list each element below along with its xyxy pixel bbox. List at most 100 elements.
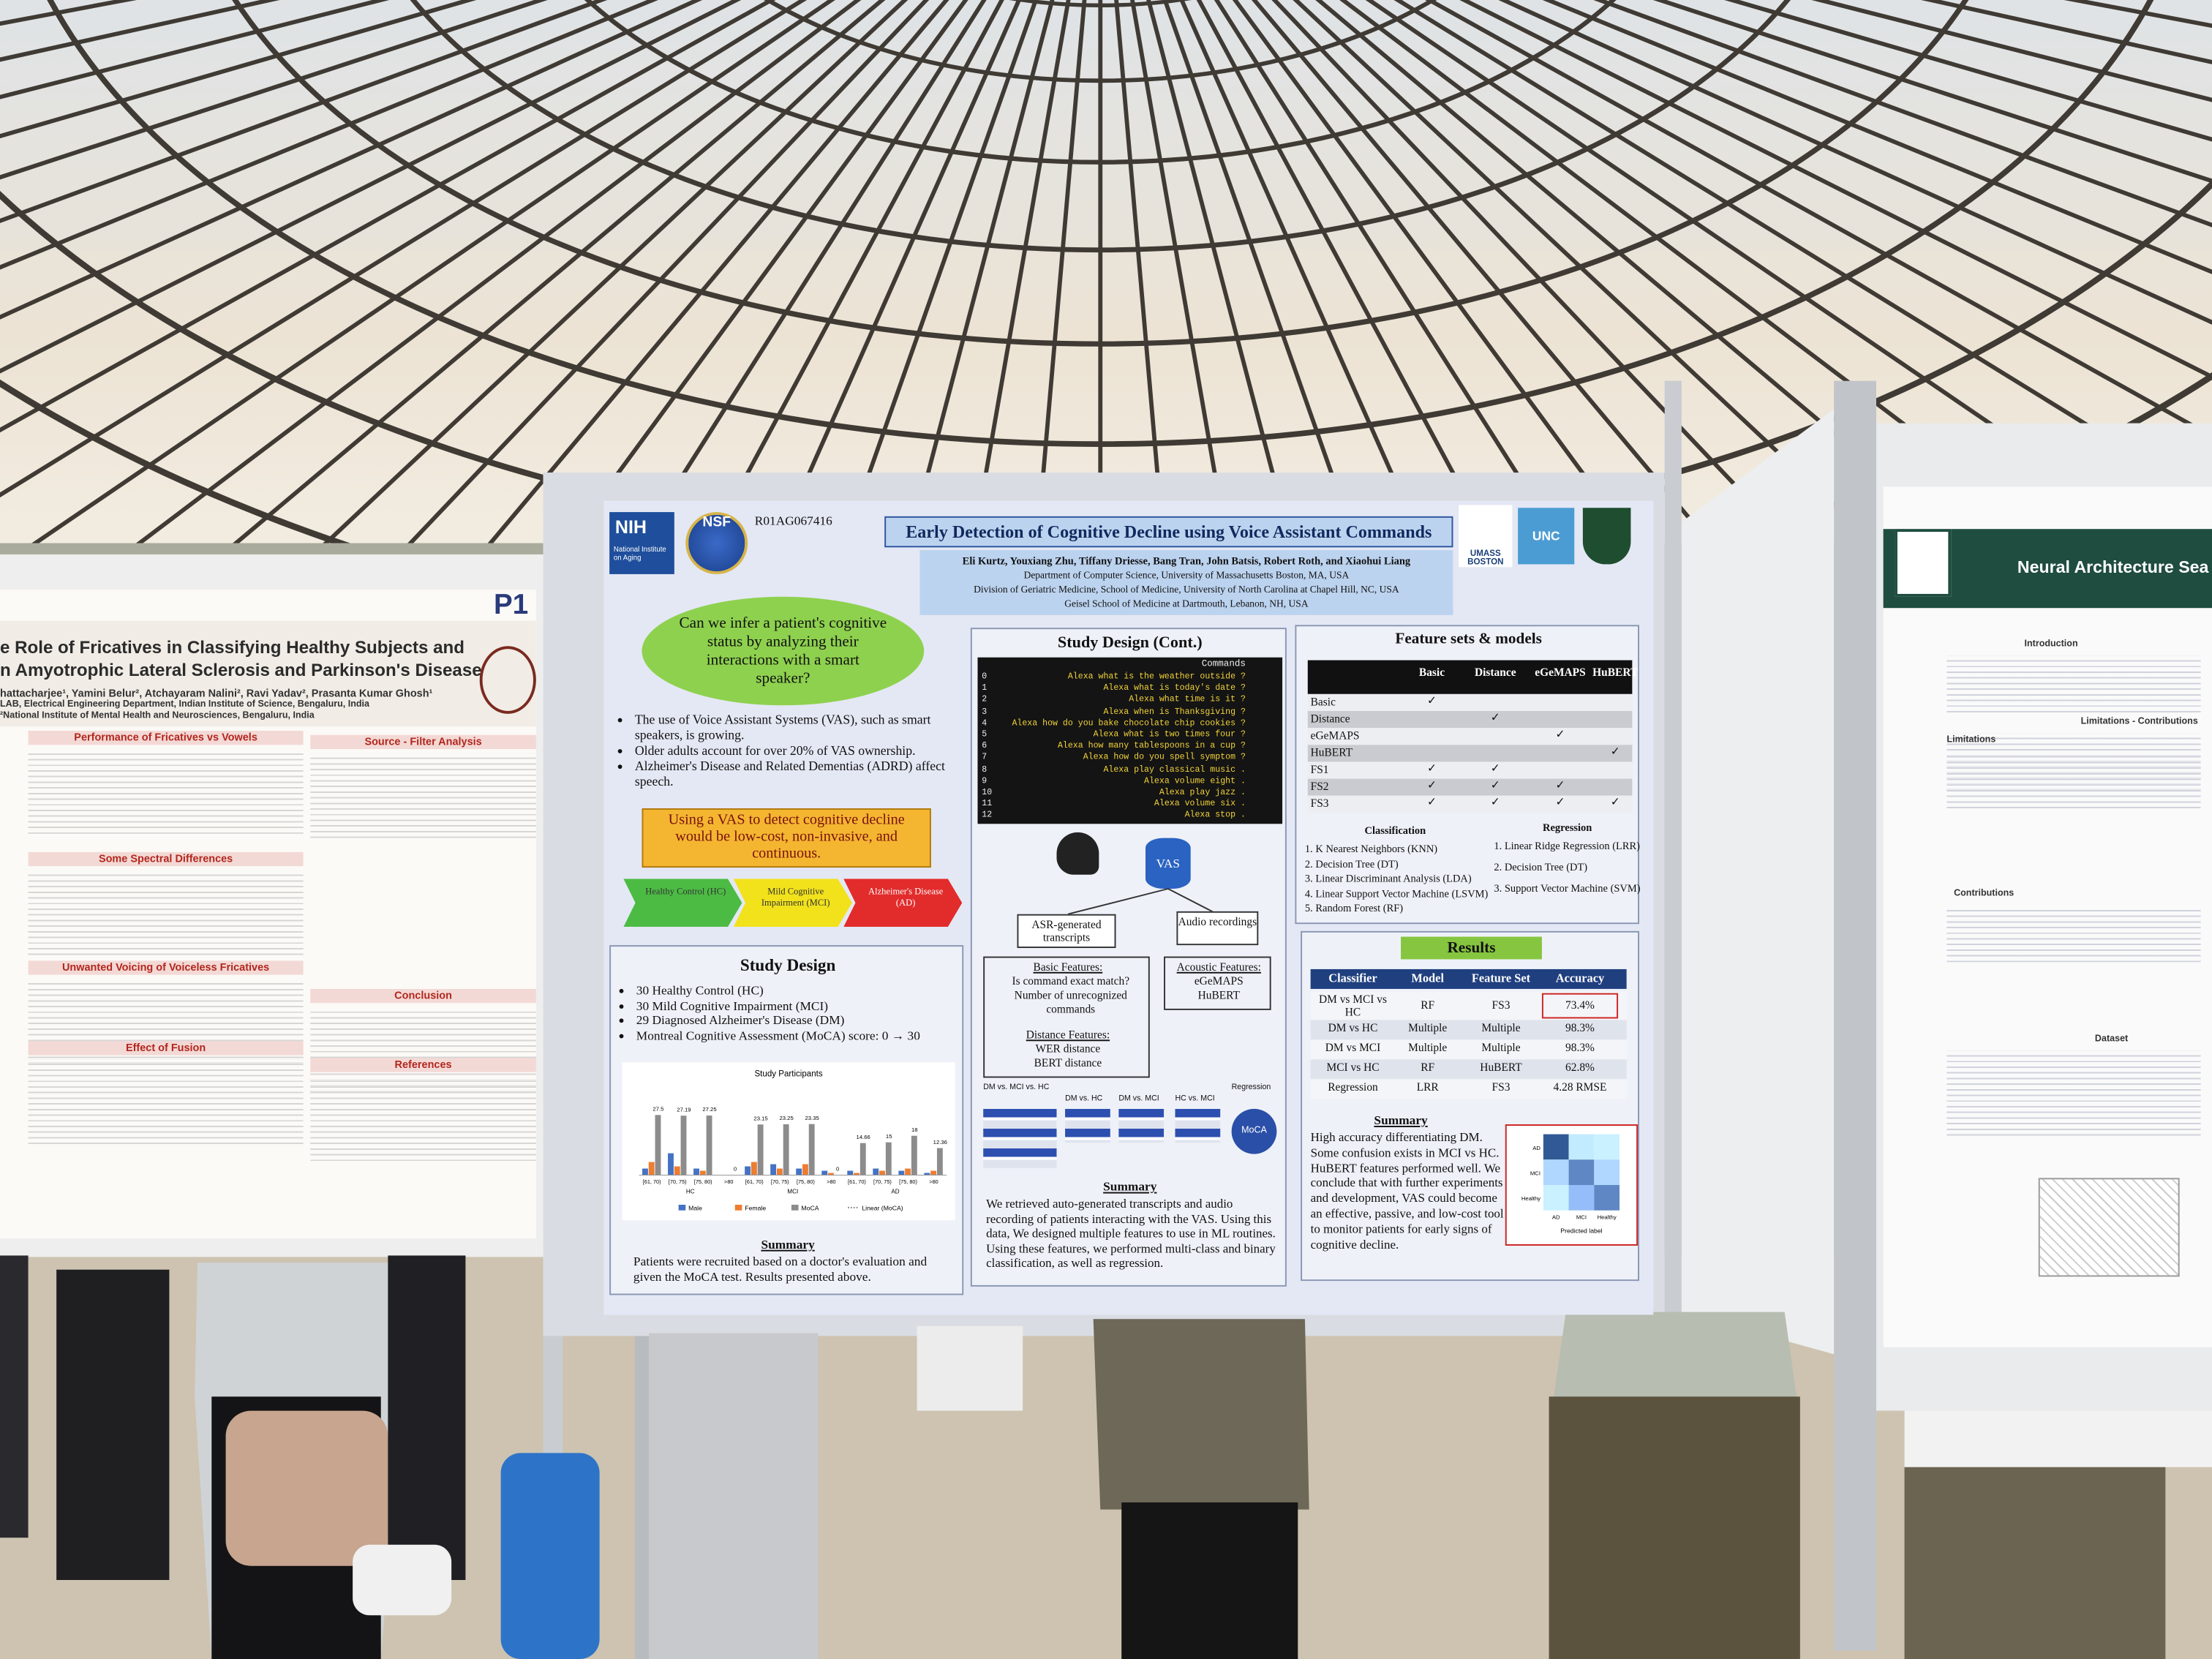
data-label: 23.15	[753, 1116, 767, 1122]
command-text: Alexa play jazz .	[1159, 787, 1246, 797]
column-header: eGeMAPS	[1535, 666, 1586, 679]
command-index: 6	[982, 740, 988, 751]
study-design-cont: Study Design (Cont.) Commands 0 Alexa what …	[970, 628, 1287, 1287]
command-text: Alexa stop .	[1184, 810, 1246, 821]
unc-logo: UNC	[1518, 508, 1575, 565]
bar	[776, 1168, 783, 1175]
feature-item: BERT distance	[1034, 1056, 1102, 1069]
data-label: 18	[911, 1126, 918, 1133]
commands-table: Commands 0 Alexa what is the weather outsi…	[977, 657, 1283, 824]
section-body	[310, 1076, 536, 1162]
command-text: Alexa what is the weather outside ?	[1067, 671, 1246, 682]
y-tick-label: AD	[1532, 1145, 1540, 1151]
section-header: Effect of Fusion	[28, 1041, 304, 1056]
authors: Eli Kurtz, Youxiang Zhu, Tiffany Driesse…	[962, 554, 1411, 568]
legend-swatch	[791, 1204, 799, 1211]
matrix-cell	[1568, 1159, 1595, 1185]
person	[917, 1325, 1023, 1411]
matrix-cell	[1543, 1159, 1569, 1185]
table-row	[1310, 1059, 1627, 1080]
command-index: 9	[982, 775, 988, 786]
command-text: Alexa volume eight .	[1144, 775, 1246, 786]
x-tick-label: >80	[827, 1178, 835, 1185]
model-item: 2. Decision Tree (DT)	[1304, 857, 1399, 870]
row-label: FS3	[1310, 797, 1329, 810]
data-label: 23.35	[805, 1115, 819, 1121]
dome-rib	[1179, 0, 1432, 557]
bar	[879, 1170, 885, 1175]
bar	[828, 1173, 834, 1175]
command-text: Alexa play classical music .	[1103, 764, 1246, 775]
section-body	[310, 753, 536, 838]
x-axis-label: Predicted label	[1560, 1227, 1602, 1235]
poster-header	[0, 620, 536, 727]
stage-arrow: Mild Cognitive Impairment (MCI)	[733, 879, 852, 928]
dome-rib	[1034, 0, 1087, 557]
logo	[479, 646, 536, 714]
comparison-grid	[1175, 1108, 1221, 1143]
poster-title: Early Detection of Cognitive Decline usi…	[884, 516, 1453, 548]
section-header: Source - Filter Analysis	[310, 734, 536, 750]
bar	[745, 1166, 751, 1175]
nih-text: NIH	[614, 516, 647, 538]
comparison-label: HC vs. MCI	[1175, 1094, 1215, 1104]
person	[1549, 1396, 1800, 1659]
bar	[854, 1173, 859, 1175]
x-tick-label: [75, 80)	[797, 1178, 815, 1185]
section-body	[28, 870, 304, 955]
connector	[1067, 888, 1169, 915]
y-tick-label: MCI	[1530, 1170, 1540, 1176]
bar	[706, 1116, 712, 1175]
bar	[924, 1173, 930, 1175]
poster-authors: hattacharjee¹, Yamini Belur², Atchayaram…	[0, 687, 433, 700]
x-tick-label: [61, 70)	[848, 1178, 866, 1185]
matrix-cell	[1568, 1134, 1595, 1160]
section-heading: Study Design	[740, 955, 836, 975]
figure	[2038, 1178, 2180, 1277]
matrix-cell	[1594, 1159, 1620, 1185]
comparison-label: Regression	[1231, 1083, 1271, 1092]
bar	[668, 1153, 674, 1175]
check: ✓	[1555, 778, 1565, 791]
sub-heading: Regression	[1543, 821, 1592, 834]
check: ✓	[1427, 795, 1437, 809]
dome-rib	[0, 0, 703, 320]
dome-rib	[1251, 0, 1726, 557]
dome-rib	[10, 0, 835, 557]
bar	[936, 1148, 943, 1175]
cell: 62.8%	[1565, 1061, 1595, 1074]
cell: LRR	[1416, 1080, 1439, 1094]
column-header: Basic	[1418, 666, 1445, 679]
y-tick-label: Healthy	[1521, 1195, 1540, 1202]
column-header: HuBERT	[1592, 666, 1639, 679]
section-header: Performance of Fricatives vs Vowels	[28, 730, 304, 745]
bar	[699, 1170, 706, 1175]
paper	[1904, 1410, 2212, 1467]
poster-affiliation: LAB, Electrical Engineering Department, …	[0, 699, 370, 710]
x-tick-label: [70, 75)	[873, 1178, 892, 1185]
section-body	[28, 749, 304, 834]
x-tick-label: [70, 75)	[669, 1178, 687, 1185]
asr-box: ASR-generated transcripts	[1017, 914, 1116, 948]
section-heading: Study Design (Cont.)	[1057, 634, 1203, 652]
dome-rib	[0, 0, 742, 374]
model-item: 1. K Nearest Neighbors (KNN)	[1304, 842, 1438, 855]
bar	[911, 1135, 917, 1175]
table-row	[1310, 1020, 1627, 1040]
legend-label: Linear (MoCA)	[862, 1205, 903, 1212]
x-tick-label: >80	[724, 1178, 733, 1185]
cell: 4.28 RMSE	[1553, 1080, 1607, 1094]
feature-item: HuBERT	[1197, 988, 1240, 1002]
column-header: Model	[1411, 970, 1445, 985]
row-label: FS1	[1310, 763, 1329, 776]
dartmouth-logo	[1582, 508, 1631, 565]
section-header: Conclusion	[310, 988, 536, 1004]
feature-heading: Basic Features:	[1033, 960, 1103, 974]
bullet: 29 Diagnosed Alzheimer's Disease (DM)	[636, 1013, 975, 1028]
row-label: eGeMAPS	[1310, 729, 1360, 742]
legend-swatch	[734, 1204, 742, 1211]
legend-label: MoCA	[801, 1205, 819, 1212]
features-box: Feature sets & models Basic Distance eGeMAP…	[1295, 625, 1641, 925]
cell: HuBERT	[1480, 1061, 1522, 1074]
